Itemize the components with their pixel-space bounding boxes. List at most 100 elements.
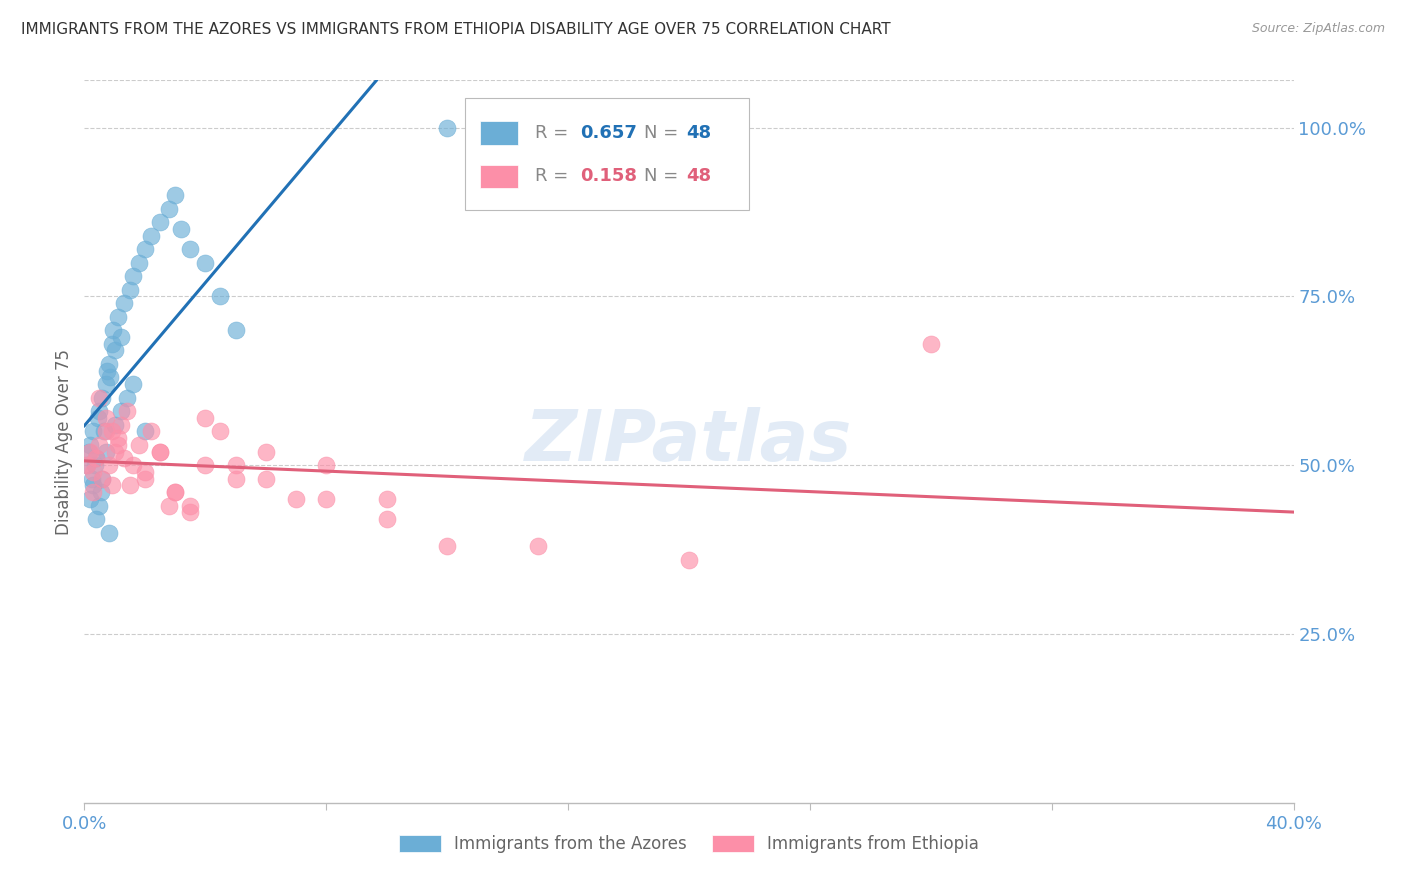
Text: R =: R =	[536, 168, 575, 186]
Point	[225, 472, 247, 486]
Point	[82, 465, 104, 479]
Point	[209, 425, 232, 439]
Point	[110, 404, 132, 418]
Point	[94, 377, 117, 392]
Point	[315, 458, 337, 472]
Point	[527, 539, 550, 553]
Point	[285, 491, 308, 506]
Point	[89, 499, 111, 513]
Point	[194, 458, 217, 472]
Point	[104, 417, 127, 432]
Point	[90, 485, 112, 500]
Point	[165, 188, 187, 202]
Point	[121, 269, 143, 284]
Point	[157, 499, 180, 513]
Point	[80, 472, 103, 486]
Point	[678, 552, 700, 566]
Text: N =: N =	[644, 124, 685, 142]
FancyBboxPatch shape	[465, 98, 749, 211]
Point	[89, 404, 111, 418]
Point	[82, 425, 104, 439]
Y-axis label: Disability Age Over 75: Disability Age Over 75	[55, 349, 73, 534]
Point	[82, 485, 104, 500]
Point	[139, 425, 162, 439]
Point	[107, 431, 129, 445]
Point	[179, 505, 201, 519]
Point	[920, 336, 942, 351]
Point	[98, 370, 121, 384]
Point	[77, 444, 100, 458]
Text: IMMIGRANTS FROM THE AZORES VS IMMIGRANTS FROM ETHIOPIA DISABILITY AGE OVER 75 CO: IMMIGRANTS FROM THE AZORES VS IMMIGRANTS…	[21, 22, 891, 37]
Point	[225, 458, 247, 472]
Point	[165, 485, 187, 500]
Point	[93, 425, 115, 439]
Point	[194, 255, 217, 269]
Point	[165, 485, 187, 500]
Point	[118, 478, 141, 492]
Point	[97, 357, 120, 371]
Legend: Immigrants from the Azores, Immigrants from Ethiopia: Immigrants from the Azores, Immigrants f…	[392, 828, 986, 860]
Point	[254, 444, 277, 458]
Point	[100, 425, 122, 439]
Point	[97, 525, 120, 540]
Point	[110, 330, 132, 344]
Point	[225, 323, 247, 337]
Point	[91, 472, 114, 486]
Point	[101, 323, 124, 337]
Point	[86, 451, 108, 466]
Point	[436, 120, 458, 135]
Point	[134, 242, 156, 256]
Point	[86, 512, 108, 526]
Point	[121, 377, 143, 392]
Point	[149, 444, 172, 458]
Point	[139, 228, 162, 243]
Point	[115, 404, 138, 418]
Point	[76, 458, 98, 472]
Point	[79, 438, 101, 452]
Point	[100, 336, 122, 351]
Text: ZIPatlas: ZIPatlas	[526, 407, 852, 476]
Point	[96, 364, 118, 378]
Point	[436, 539, 458, 553]
Point	[121, 458, 143, 472]
Point	[79, 444, 101, 458]
Point	[84, 458, 107, 472]
Text: 0.158: 0.158	[581, 168, 637, 186]
Point	[179, 242, 201, 256]
Text: 48: 48	[686, 168, 711, 186]
Point	[97, 458, 120, 472]
Point	[149, 444, 172, 458]
Text: N =: N =	[644, 168, 685, 186]
Point	[104, 343, 127, 358]
Text: Source: ZipAtlas.com: Source: ZipAtlas.com	[1251, 22, 1385, 36]
Point	[87, 411, 110, 425]
Point	[79, 491, 101, 506]
Point	[128, 255, 150, 269]
Text: 48: 48	[686, 124, 711, 142]
Point	[112, 451, 135, 466]
Point	[315, 491, 337, 506]
Point	[179, 499, 201, 513]
Point	[86, 451, 108, 466]
Point	[194, 411, 217, 425]
Point	[118, 283, 141, 297]
Point	[107, 438, 129, 452]
Point	[110, 417, 132, 432]
Point	[209, 289, 232, 303]
Point	[115, 391, 138, 405]
Point	[91, 391, 114, 405]
Point	[134, 465, 156, 479]
Point	[254, 472, 277, 486]
Point	[375, 512, 398, 526]
Bar	[479, 165, 519, 188]
Point	[134, 472, 156, 486]
Point	[89, 438, 111, 452]
Point	[94, 425, 117, 439]
Point	[89, 391, 111, 405]
Bar	[479, 121, 519, 145]
Text: R =: R =	[536, 124, 575, 142]
Point	[91, 472, 114, 486]
Point	[82, 478, 104, 492]
Point	[94, 411, 117, 425]
Point	[107, 310, 129, 324]
